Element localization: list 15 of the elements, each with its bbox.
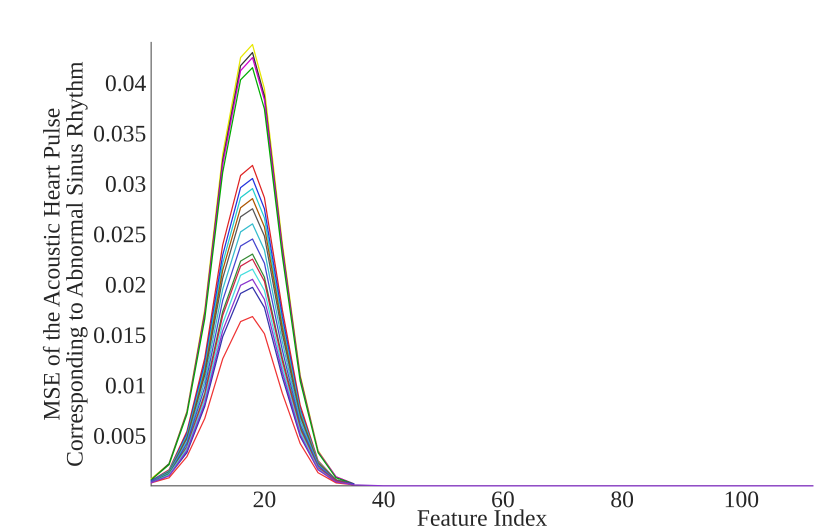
- y-tick-label: 0.005: [94, 428, 146, 444]
- x-axis-title: Feature Index: [417, 509, 547, 526]
- x-tick-label: 80: [611, 491, 634, 508]
- y-tick-label: 0.01: [106, 378, 145, 394]
- x-tick-label: 20: [254, 491, 276, 508]
- y-tick-label: 0.02: [106, 276, 145, 293]
- y-tick-label: 0.035: [94, 126, 146, 142]
- x-tick-label: 100: [726, 491, 758, 508]
- x-tick-label: 60: [492, 491, 514, 508]
- y-tick-label: 0.015: [94, 327, 146, 344]
- y-tick-label: 0.025: [94, 226, 146, 242]
- y-axis-title: MSE of the Acoustic Heart Pulse Corresponding to Abnormal Sinus Rhythm: [42, 62, 88, 466]
- x-tick-label: 40: [372, 491, 395, 508]
- y-tick-label: 0.03: [106, 176, 146, 192]
- y-tick-label: 0.04: [106, 75, 146, 92]
